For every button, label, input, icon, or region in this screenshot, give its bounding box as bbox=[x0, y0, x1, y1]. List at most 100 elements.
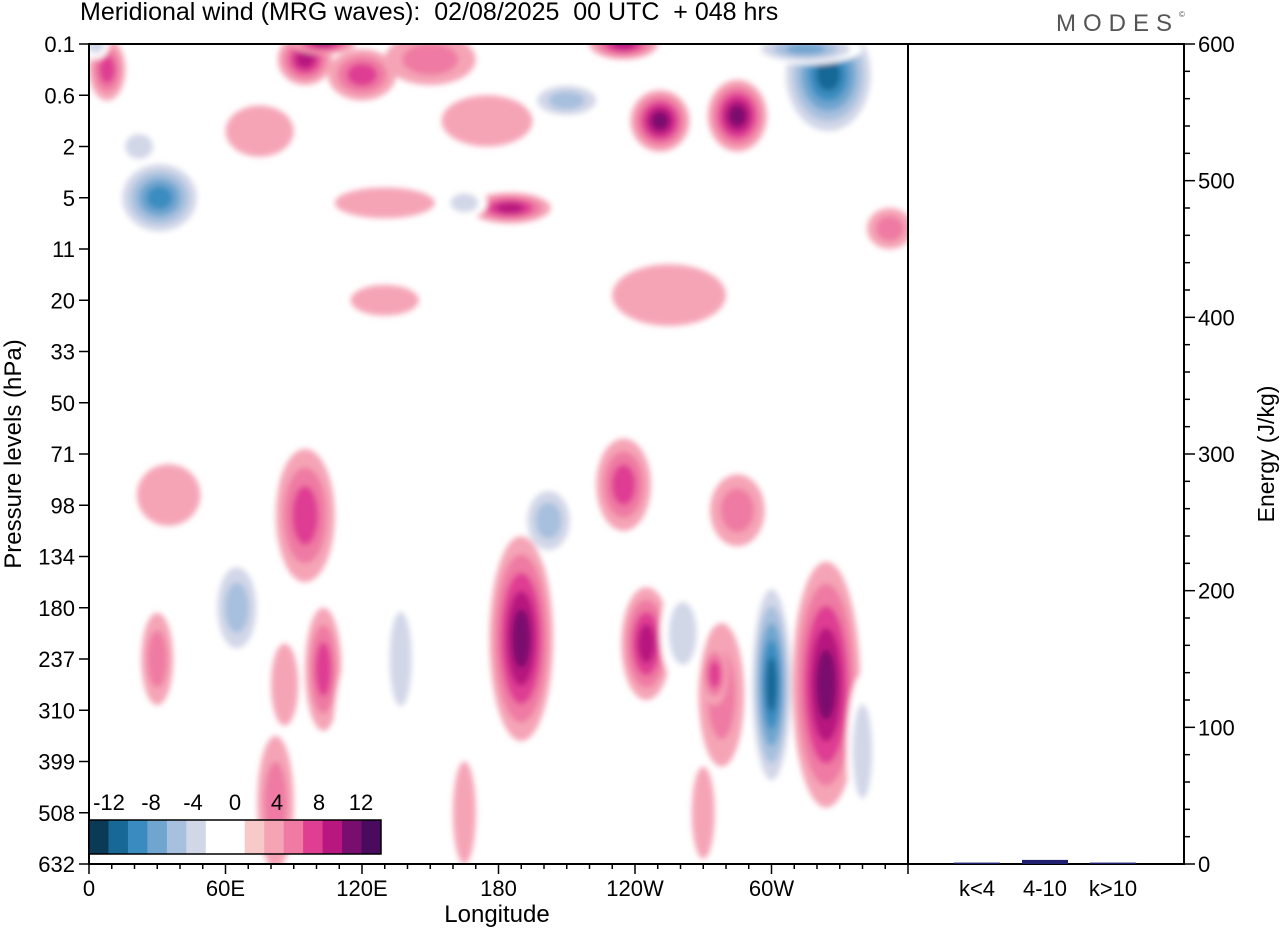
y-tick-label: 33 bbox=[51, 340, 75, 365]
wind-anomaly-34 bbox=[518, 479, 579, 562]
contour-band bbox=[295, 50, 315, 69]
colorbar-label: 8 bbox=[313, 790, 325, 815]
wind-anomaly-22 bbox=[714, 208, 806, 249]
energy-frame bbox=[907, 43, 1185, 865]
wind-anomaly-0 bbox=[114, 156, 206, 239]
contour-band bbox=[512, 609, 531, 668]
wind-anomaly-8 bbox=[384, 44, 476, 85]
wind-anomaly-27 bbox=[145, 289, 215, 311]
energy-tick-label: 0 bbox=[1198, 852, 1210, 877]
energy-axis-label: Energy (J/kg) bbox=[1253, 386, 1279, 523]
colorbar-swatch bbox=[89, 820, 109, 854]
colorbar: -12 -8 -4 0 4 8 12 bbox=[88, 790, 382, 855]
contour-band bbox=[637, 624, 656, 664]
contour-band bbox=[452, 761, 476, 864]
contour-band bbox=[225, 105, 294, 157]
wind-anomaly-42 bbox=[748, 571, 795, 798]
contour-band bbox=[548, 91, 585, 110]
energy-tick-label: 100 bbox=[1198, 715, 1235, 740]
energy-category-label: k>10 bbox=[1089, 876, 1137, 901]
contour-band bbox=[535, 502, 562, 539]
wind-anomaly-11 bbox=[441, 95, 533, 147]
colorbar-swatch bbox=[225, 820, 246, 854]
energy-category-label: k<4 bbox=[959, 876, 995, 901]
y-tick-label: 310 bbox=[38, 698, 75, 723]
contour-band bbox=[315, 641, 332, 697]
contour-band bbox=[346, 63, 378, 87]
wind-anomaly-37 bbox=[771, 464, 818, 516]
energy-tick-label: 400 bbox=[1198, 305, 1235, 330]
contour-band bbox=[771, 464, 818, 516]
wind-anomaly-26 bbox=[350, 284, 419, 316]
wind-anomaly-17 bbox=[468, 192, 551, 224]
colorbar-swatch bbox=[127, 820, 148, 854]
wind-anomaly-24 bbox=[612, 264, 727, 326]
y-tick-label: 2 bbox=[63, 135, 75, 160]
colorbar-swatch bbox=[361, 820, 382, 854]
y-tick-label: 632 bbox=[38, 852, 75, 877]
energy-category-label: 4-10 bbox=[1023, 876, 1067, 901]
y-axis-label: Pressure levels (hPa) bbox=[0, 339, 27, 568]
wind-anomaly-19 bbox=[566, 213, 635, 244]
wind-anomaly-52 bbox=[666, 684, 695, 777]
wind-anomaly-29 bbox=[136, 464, 201, 526]
colorbar-label: -12 bbox=[93, 790, 125, 815]
contour-band bbox=[668, 601, 697, 665]
contour-band bbox=[99, 55, 116, 84]
y-tick-label: 71 bbox=[51, 442, 75, 467]
contour-band bbox=[334, 187, 435, 219]
contour-band bbox=[839, 494, 908, 557]
colorbar-swatch bbox=[108, 820, 129, 854]
contour-band bbox=[146, 186, 173, 210]
wind-anomaly-23 bbox=[867, 208, 908, 249]
colorbar-label: -4 bbox=[183, 790, 203, 815]
x-tick-label: 120W bbox=[606, 876, 664, 901]
contour-band bbox=[145, 289, 215, 311]
wind-anomaly-38 bbox=[839, 494, 908, 557]
contour-band bbox=[224, 582, 249, 633]
wind-anomaly-32 bbox=[275, 448, 335, 583]
contour-band bbox=[332, 659, 369, 864]
y-tick-label: 180 bbox=[38, 596, 75, 621]
x-tick-label: 120E bbox=[336, 876, 387, 901]
wind-anomaly-33 bbox=[355, 464, 401, 537]
wind-anomaly-55 bbox=[332, 659, 369, 864]
colorbar-swatch bbox=[264, 820, 285, 854]
wind-anomaly-58 bbox=[553, 787, 581, 864]
contour-band bbox=[292, 485, 319, 546]
colorbar-frame bbox=[88, 819, 382, 855]
wind-anomaly-3 bbox=[89, 44, 110, 60]
energy-tick-label: 500 bbox=[1198, 169, 1235, 194]
energy-bar bbox=[1090, 862, 1136, 864]
wind-anomaly-6 bbox=[291, 44, 356, 55]
wind-anomaly-46 bbox=[846, 674, 879, 829]
contour-band bbox=[714, 208, 806, 249]
brand-text: MODES bbox=[1056, 10, 1180, 37]
energy-tick-label: 600 bbox=[1198, 32, 1235, 57]
colorbar-label: -8 bbox=[141, 790, 161, 815]
colorbar-swatch bbox=[322, 820, 343, 854]
contour-band bbox=[816, 649, 836, 720]
y-tick-label: 5 bbox=[63, 186, 75, 211]
wind-anomaly-35 bbox=[596, 438, 651, 531]
energy-bar bbox=[1022, 859, 1068, 864]
contour-band bbox=[350, 284, 419, 316]
wind-anomaly-47 bbox=[305, 607, 342, 731]
contour-band bbox=[666, 684, 695, 777]
colorbar-swatch bbox=[166, 820, 187, 854]
energy-tick-label: 300 bbox=[1198, 442, 1235, 467]
x-axis-label: Longitude bbox=[444, 901, 549, 928]
contour-band bbox=[794, 392, 840, 414]
y-tick-label: 0.6 bbox=[44, 83, 75, 108]
contour-band bbox=[816, 58, 841, 91]
contour-band bbox=[402, 44, 459, 76]
energy-tick-label: 200 bbox=[1198, 579, 1235, 604]
wind-anomaly-48 bbox=[271, 643, 299, 726]
wind-anomaly-12 bbox=[525, 79, 608, 121]
wind-anomaly-18 bbox=[441, 187, 488, 219]
x-tick-label: 180 bbox=[480, 876, 517, 901]
wind-anomaly-15 bbox=[630, 90, 690, 152]
wind-anomaly-25 bbox=[789, 290, 845, 383]
colorbar-swatch bbox=[147, 820, 168, 854]
